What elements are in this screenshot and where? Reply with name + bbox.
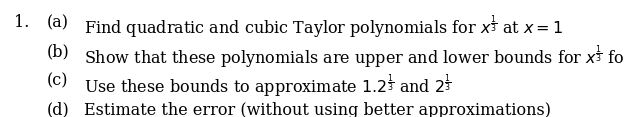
Text: Show that these polynomials are upper and lower bounds for $x^{\frac{1}{3}}$ for: Show that these polynomials are upper an… — [84, 43, 624, 71]
Text: (d): (d) — [47, 102, 69, 117]
Text: (b): (b) — [47, 43, 69, 60]
Text: (c): (c) — [47, 73, 68, 90]
Text: Use these bounds to approximate $1.2^{\frac{1}{3}}$ and $2^{\frac{1}{3}}$: Use these bounds to approximate $1.2^{\f… — [84, 73, 452, 100]
Text: (a): (a) — [47, 14, 69, 31]
Text: Estimate the error (without using better approximations): Estimate the error (without using better… — [84, 102, 551, 117]
Text: 1.: 1. — [14, 14, 29, 31]
Text: Find quadratic and cubic Taylor polynomials for $x^{\frac{1}{3}}$ at $x = 1$: Find quadratic and cubic Taylor polynomi… — [84, 14, 563, 41]
